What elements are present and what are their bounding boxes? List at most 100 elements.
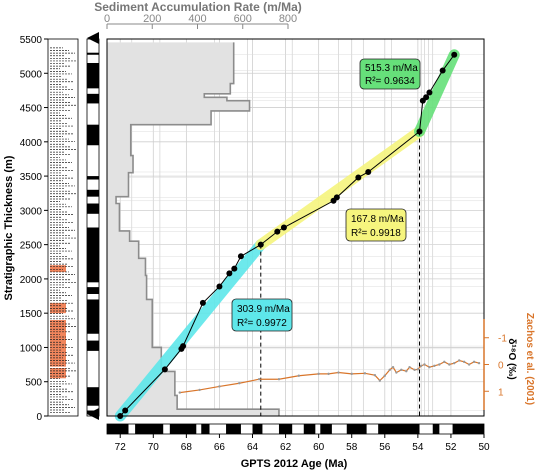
right-tick-label: 1 xyxy=(498,387,504,398)
right-tick-label: 0 xyxy=(498,361,504,372)
annotation-green-box xyxy=(359,58,421,90)
isotope-point xyxy=(218,385,221,388)
annotation-green-rate: 515.3 m/Ma xyxy=(365,63,418,74)
polarity-black xyxy=(87,203,99,214)
isotope-point xyxy=(433,364,436,368)
regression-band xyxy=(414,49,460,138)
age-depth-point xyxy=(365,168,372,175)
isotope-point xyxy=(395,371,398,374)
gpts-frame xyxy=(106,423,485,435)
isotope-point xyxy=(477,361,481,365)
top-tick-label: 400 xyxy=(188,13,206,25)
isotope-point xyxy=(383,374,386,377)
polarity-black xyxy=(87,52,99,55)
polarity-black xyxy=(87,189,99,197)
top-tick-label: 200 xyxy=(143,13,161,25)
annotation-cyan: 303.9 m/Ma R²= 0.9972 xyxy=(231,298,293,332)
gpts-black xyxy=(346,424,367,434)
left-tick-label: 2000 xyxy=(20,275,43,286)
top-tick-label: 800 xyxy=(279,13,297,25)
lithology-sandstone xyxy=(50,265,66,273)
annotation-yellow: 167.8 m/Ma R²= 0.9918 xyxy=(345,208,407,242)
top-axis-ticks: 0 200 400 600 800 xyxy=(104,13,297,29)
isotope-point xyxy=(378,379,382,382)
isotope-point xyxy=(413,368,416,372)
left-tick-label: 1000 xyxy=(20,343,43,354)
age-depth-point xyxy=(231,265,238,272)
isotope-point xyxy=(317,372,320,376)
polarity-black xyxy=(87,287,99,294)
left-axis-label: Stratigraphic Thickness (m) xyxy=(3,155,15,300)
gpts-black xyxy=(303,424,316,434)
right-axis-label: δ¹⁸O (‰) xyxy=(506,338,517,379)
age-depth-point xyxy=(122,407,129,414)
bottom-tick-label: 52 xyxy=(445,442,457,453)
bottom-axis-label: GPTS 2012 Age (Ma) xyxy=(241,458,348,470)
rate-line xyxy=(115,42,280,416)
age-depth-point xyxy=(226,270,233,277)
isotope-point xyxy=(438,363,441,366)
bottom-tick-label: 62 xyxy=(280,442,292,453)
polarity-black xyxy=(87,299,99,334)
left-axis-ticks: 0 500 1000 1500 2000 2500 3000 3500 4000 4500 5000… xyxy=(20,35,48,423)
age-depth-point xyxy=(274,228,281,235)
rate-fill xyxy=(107,42,279,416)
bottom-tick-label: 66 xyxy=(214,442,226,453)
isotope-point xyxy=(443,360,446,364)
bottom-tick-label: 58 xyxy=(346,442,358,453)
isotope-point xyxy=(297,374,301,377)
bottom-tick-label: 72 xyxy=(115,442,127,453)
isotope-point xyxy=(467,363,471,366)
left-tick-label: 2500 xyxy=(20,241,43,252)
age-depth-series xyxy=(117,51,458,419)
left-tick-label: 4500 xyxy=(20,104,43,115)
top-tick-label: 0 xyxy=(104,13,110,25)
polarity-black xyxy=(87,62,99,89)
age-depth-point xyxy=(333,194,340,201)
age-depth-point xyxy=(180,343,187,350)
annotation-green-r2: R²= 0.9634 xyxy=(365,76,415,87)
isotope-point xyxy=(408,365,411,369)
bottom-tick-label: 54 xyxy=(412,442,424,453)
age-depth-point xyxy=(257,241,264,248)
bottom-tick-label: 56 xyxy=(379,442,391,453)
polarity-bottom-arrow xyxy=(87,408,99,420)
age-depth-point xyxy=(216,283,223,290)
polarity-black xyxy=(87,227,99,283)
polarity-black xyxy=(87,124,99,146)
bottom-tick-label: 70 xyxy=(148,442,160,453)
isotope-series xyxy=(178,359,481,394)
age-depth-point xyxy=(161,366,168,373)
isotope-point xyxy=(388,368,391,372)
gpts-black xyxy=(432,424,440,434)
top-axis-label: Sediment Accumulation Rate (m/Ma) xyxy=(94,0,302,14)
age-depth-point xyxy=(426,89,433,96)
gpts-black xyxy=(320,424,332,434)
left-tick-label: 3000 xyxy=(20,206,43,217)
accumulation-rate-series xyxy=(107,42,280,416)
gpts-black xyxy=(226,424,241,434)
age-depth-point xyxy=(439,67,446,74)
bottom-tick-label: 68 xyxy=(181,442,193,453)
gpts-polarity-bar xyxy=(106,423,485,435)
polarity-top-arrow xyxy=(87,32,99,44)
gpts-black xyxy=(452,424,484,434)
gpts-black xyxy=(201,424,210,434)
gpts-black xyxy=(107,424,129,434)
annotation-yellow-box xyxy=(345,208,407,242)
isotope-point xyxy=(277,378,281,381)
isotope-point xyxy=(337,371,340,374)
left-tick-label: 0 xyxy=(36,412,42,423)
isotope-point xyxy=(363,372,367,375)
age-depth-point xyxy=(199,299,206,306)
bottom-tick-label: 50 xyxy=(478,442,490,453)
isotope-point xyxy=(405,369,408,373)
annotation-cyan-rate: 303.9 m/Ma xyxy=(237,304,290,315)
top-tick-label: 600 xyxy=(234,13,252,25)
gpts-black xyxy=(135,424,164,434)
isotope-point xyxy=(423,363,426,366)
annotation-cyan-r2: R²= 0.9972 xyxy=(237,318,287,329)
left-tick-label: 500 xyxy=(25,378,42,389)
isotope-point xyxy=(327,372,330,376)
